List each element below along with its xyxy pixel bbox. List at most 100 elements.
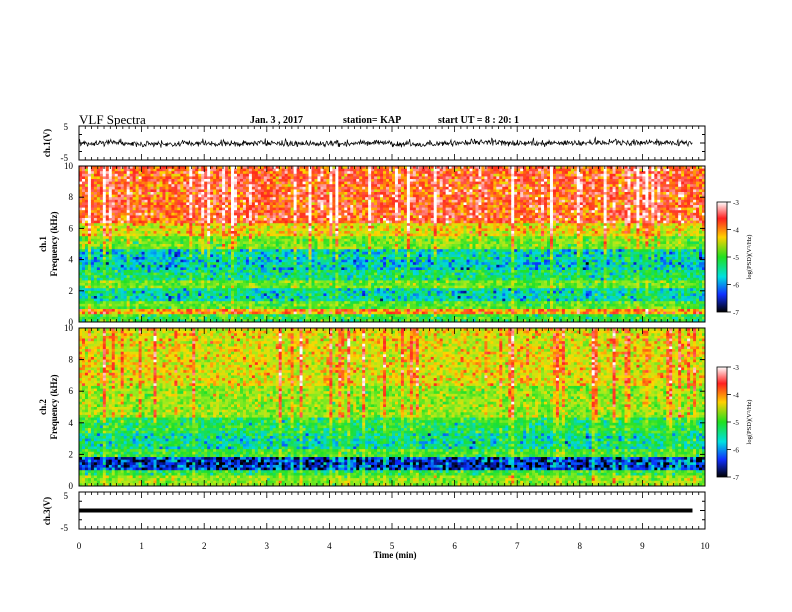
spectrogram-cell	[154, 288, 157, 291]
spectrogram-cell	[148, 182, 151, 185]
spectrogram-cell	[225, 296, 228, 299]
spectrogram-cell	[88, 182, 91, 185]
spectrogram-cell	[145, 309, 148, 312]
spectrogram-cell	[213, 187, 216, 190]
spectrogram-cell	[154, 247, 157, 250]
spectrogram-cell	[142, 221, 145, 224]
spectrogram-cell	[231, 174, 234, 177]
spectrogram-cell	[148, 293, 151, 296]
spectrogram-cell	[121, 215, 124, 218]
spectrogram-cell	[115, 213, 118, 216]
spectrogram-cell	[180, 270, 183, 273]
spectrogram-cell	[157, 309, 160, 312]
spectrogram-cell	[115, 275, 118, 278]
spectrogram-cell	[204, 273, 207, 276]
spectrogram-cell	[168, 288, 171, 291]
spectrogram-cell	[168, 236, 171, 239]
spectrogram-cell	[177, 241, 180, 244]
spectrogram-cell	[115, 239, 118, 242]
spectrogram-cell	[118, 223, 121, 226]
spectrogram-cell	[165, 187, 168, 190]
spectrogram-cell	[201, 182, 204, 185]
spectrogram-cell	[195, 306, 198, 309]
spectrogram-cell	[201, 301, 204, 304]
spectrogram-cell	[159, 205, 162, 208]
spectrogram-cell	[201, 226, 204, 229]
spectrogram-cell	[127, 252, 130, 255]
spectrogram-cell	[97, 226, 100, 229]
spectrogram-cell	[151, 247, 154, 250]
spectrogram-cell	[198, 267, 201, 270]
spectrogram-cell	[171, 218, 174, 221]
spectrogram-cell	[100, 262, 103, 265]
spectrogram-cell	[201, 296, 204, 299]
spectrogram-cell	[210, 182, 213, 185]
spectrogram-cell	[177, 174, 180, 177]
spectrogram-cell	[210, 312, 213, 315]
spectrogram-cell	[127, 210, 130, 213]
spectrogram-cell	[180, 309, 183, 312]
spectrogram-cell	[201, 244, 204, 247]
spectrogram-cell	[139, 234, 142, 237]
spectrogram-cell	[115, 306, 118, 309]
spectrogram-cell	[183, 262, 186, 265]
spectrogram-cell	[118, 270, 121, 273]
spectrogram-cell	[216, 249, 219, 252]
spectrogram-cell	[216, 205, 219, 208]
spectrogram-cell	[228, 202, 231, 205]
spectrogram-cell	[118, 309, 121, 312]
spectrogram-cell	[222, 171, 225, 174]
spectrogram-cell	[133, 189, 136, 192]
spectrogram-cell	[189, 273, 192, 276]
spectrogram-cell	[204, 184, 207, 187]
spectrogram-cell	[106, 270, 109, 273]
spectrogram-cell	[157, 267, 160, 270]
spectrogram-cell	[198, 236, 201, 239]
spectrogram-cell	[162, 192, 165, 195]
spectrogram-cell	[121, 208, 124, 211]
spectrogram-cell	[204, 182, 207, 185]
spectrogram-cell	[195, 241, 198, 244]
spectrogram-cell	[133, 197, 136, 200]
spectrogram-cell	[94, 236, 97, 239]
spectrogram-cell	[174, 309, 177, 312]
spectrogram-cell	[91, 304, 94, 307]
spectrogram-cell	[130, 301, 133, 304]
spectrogram-cell	[79, 304, 82, 307]
spectrogram-cell	[165, 184, 168, 187]
spectrogram-cell	[168, 228, 171, 231]
spectrogram-cell	[195, 267, 198, 270]
spectrogram-cell	[198, 252, 201, 255]
spectrogram-cell	[124, 244, 127, 247]
spectrogram-cell	[130, 270, 133, 273]
spectrogram-cell	[109, 314, 112, 317]
spectrogram-cell	[157, 317, 160, 320]
spectrogram-cell	[145, 210, 148, 213]
spectrogram-cell	[94, 309, 97, 312]
spectrogram-cell	[168, 270, 171, 273]
spectrogram-cell	[201, 218, 204, 221]
spectrogram-cell	[174, 228, 177, 231]
spectrogram-cell	[109, 182, 112, 185]
spectrogram-cell	[174, 273, 177, 276]
spectrogram-cell	[148, 221, 151, 224]
spectrogram-cell	[222, 299, 225, 302]
spectrogram-cell	[145, 249, 148, 252]
spectrogram-cell	[142, 286, 145, 289]
spectrogram-cell	[139, 291, 142, 294]
spectrogram-cell	[186, 197, 189, 200]
spectrogram-cell	[180, 215, 183, 218]
spectrogram-cell	[216, 182, 219, 185]
spectrogram-cell	[219, 169, 222, 172]
spectrogram-cell	[225, 241, 228, 244]
spectrogram-cell	[121, 283, 124, 286]
spectrogram-cell	[201, 267, 204, 270]
spectrogram-cell	[225, 280, 228, 283]
spectrogram-cell	[103, 262, 106, 265]
spectrogram-cell	[97, 273, 100, 276]
spectrogram-cell	[165, 304, 168, 307]
spectrogram-cell	[88, 283, 91, 286]
spectrogram-cell	[216, 309, 219, 312]
spectrogram-cell	[133, 254, 136, 257]
spectrogram-cell	[168, 247, 171, 250]
